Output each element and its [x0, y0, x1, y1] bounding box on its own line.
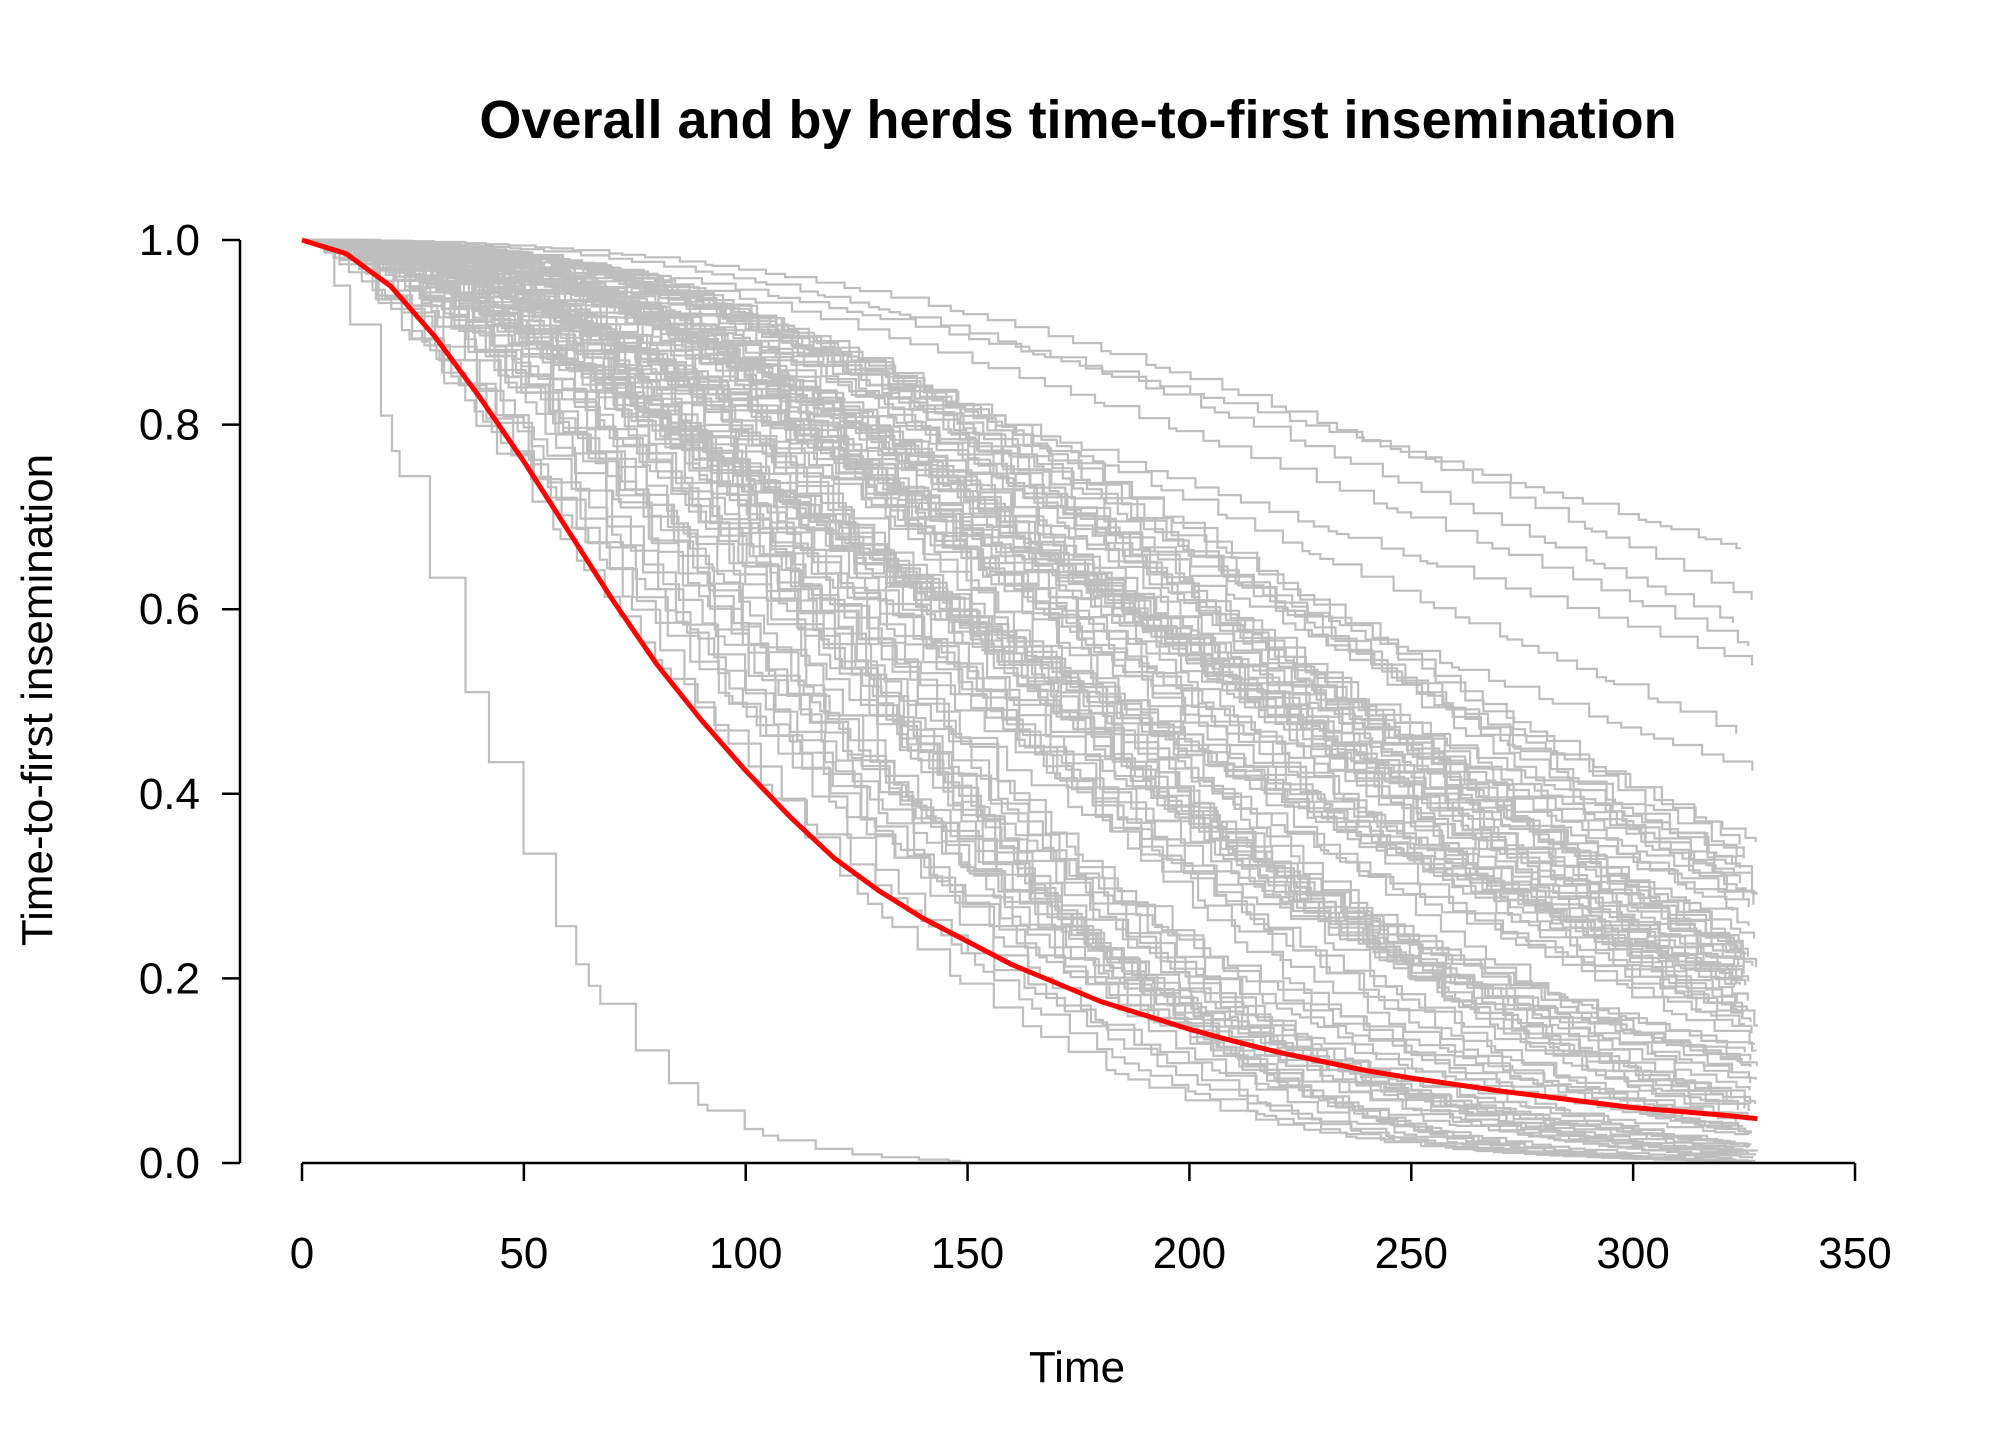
y-axis-label: Time-to-first insemination: [13, 454, 62, 946]
herd-survival-curve: [302, 238, 1733, 1162]
y-tick-label: 0.2: [139, 954, 200, 1003]
y-tick-label: 1.0: [139, 216, 200, 265]
chart-title: Overall and by herds time-to-first insem…: [479, 90, 1676, 150]
x-tick-label: 350: [1818, 1229, 1891, 1278]
y-tick-label: 0.4: [139, 770, 200, 819]
y-axis-ticks: 0.0 0.2 0.4 0.6 0.8 1.0: [139, 216, 240, 1188]
herd-survival-curve: [302, 238, 1733, 1152]
herd-survival-curve: [302, 238, 1734, 1073]
herd-survival-curve: [302, 238, 1753, 600]
herd-survival-curve: [302, 238, 1737, 1163]
herd-survival-curve: [302, 238, 1736, 1118]
herd-survival-curve: [302, 238, 1744, 1017]
y-tick-label: 0.6: [139, 585, 200, 634]
x-axis-ticks: 0 50 100 150 200 250 300 350: [290, 1163, 1892, 1278]
herd-survival-curve: [302, 238, 1748, 1012]
herd-survival-curve: [302, 238, 1739, 949]
x-tick-label: 250: [1375, 1229, 1448, 1278]
herd-survival-curve: [302, 238, 1742, 883]
herd-curves: [302, 238, 1759, 1163]
herd-survival-curve: [302, 238, 1739, 1111]
x-tick-label: 150: [931, 1229, 1004, 1278]
herd-survival-curve: [302, 238, 1756, 939]
axes: 0.0 0.2 0.4 0.6 0.8 1.0 0 50 100 150 200 250 300 350: [139, 216, 1892, 1278]
herd-survival-curve: [302, 238, 1744, 981]
herd-survival-curve: [302, 238, 1752, 1104]
herd-survival-curve: [302, 238, 1733, 1102]
herd-survival-curve: [302, 238, 1756, 1162]
herd-survival-curve: [302, 238, 1752, 1134]
herd-survival-curve: [302, 238, 1737, 876]
herd-survival-curve: [302, 238, 1741, 1131]
herd-survival-curve: [302, 238, 1745, 901]
herd-survival-curve: [302, 238, 1744, 1128]
x-tick-label: 0: [290, 1229, 314, 1278]
herd-survival-curve: [302, 238, 962, 1163]
plot-area: [301, 237, 1759, 1163]
herd-survival-curve: [302, 238, 1741, 1157]
herd-survival-curve: [302, 238, 1751, 1111]
herd-survival-curve: [302, 238, 1735, 1149]
herd-survival-curve: [302, 238, 1751, 1091]
x-tick-label: 100: [709, 1229, 782, 1278]
herd-survival-curve: [302, 238, 1747, 986]
herd-survival-curve: [302, 238, 1738, 1002]
herd-survival-curve: [302, 238, 1741, 1162]
x-axis-label: Time: [1029, 1343, 1125, 1392]
x-tick-label: 200: [1153, 1229, 1226, 1278]
x-tick-label: 50: [499, 1229, 548, 1278]
overall-survival-curve: [301, 237, 1758, 1122]
herd-survival-curve: [302, 238, 1745, 859]
herd-survival-curve: [302, 238, 1759, 1152]
y-tick-label: 0.8: [139, 401, 200, 450]
x-tick-label: 300: [1596, 1229, 1669, 1278]
herd-survival-curve: [302, 238, 1756, 895]
herd-survival-curve: [302, 238, 1749, 1001]
y-tick-label: 0.0: [139, 1139, 200, 1188]
herd-survival-curve: [302, 238, 1747, 955]
herd-survival-curve: [302, 238, 1738, 1011]
herd-survival-curve: [302, 238, 1734, 623]
